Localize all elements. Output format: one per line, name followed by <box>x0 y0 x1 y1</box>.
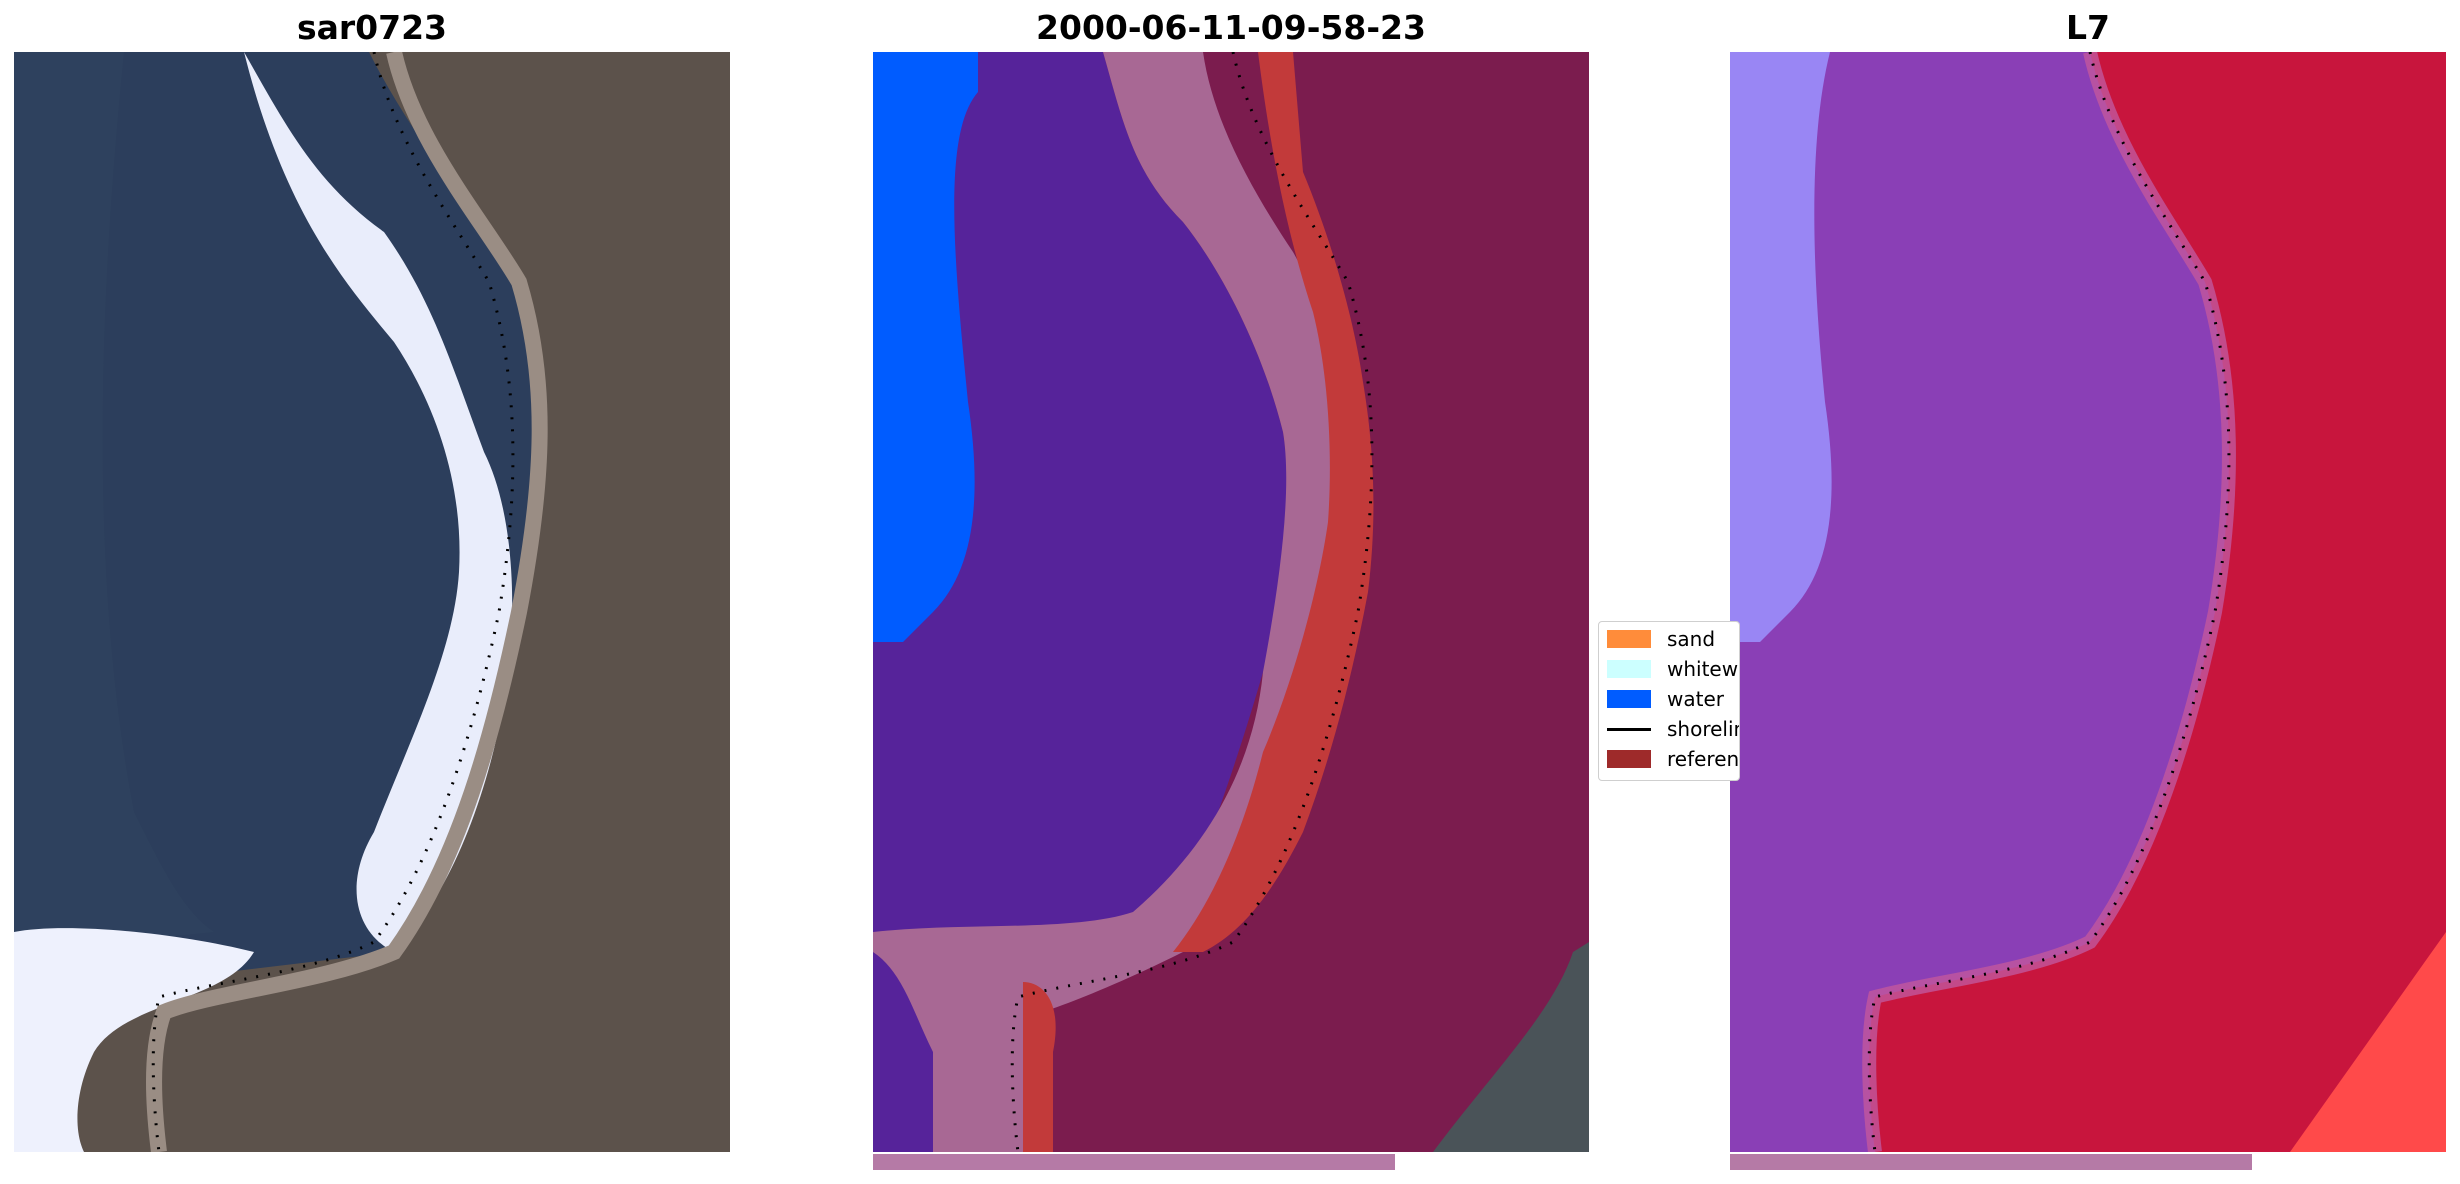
legend-item-sand: sand <box>1607 624 1715 654</box>
legend-item-reference: reference <box>1607 744 1739 774</box>
shoreline-line-swatch <box>1607 727 1651 731</box>
whitewater-swatch <box>1607 660 1651 678</box>
panel-title-rgb: sar0723 <box>296 8 448 47</box>
ndwi-image-panel <box>1730 52 2446 1152</box>
legend-item-whitewater: whitewater <box>1607 654 1739 684</box>
classified-image <box>873 52 1589 1152</box>
ndwi-image <box>1730 52 2446 1152</box>
panel-title-classified: 2000-06-11-09-58-23 <box>1036 8 1426 47</box>
legend: sand whitewater water shoreline referenc… <box>1598 621 1740 781</box>
rgb-image <box>14 52 730 1152</box>
panel2-bottom-strip <box>873 1154 1395 1170</box>
legend-item-water: water <box>1607 684 1724 714</box>
sand-swatch <box>1607 630 1651 648</box>
classified-image-panel <box>873 52 1589 1152</box>
rgb-image-panel <box>14 52 730 1152</box>
reference-swatch <box>1607 750 1651 768</box>
panel-title-ndwi: L7 <box>2066 8 2110 47</box>
legend-item-shoreline: shoreline <box>1607 714 1739 744</box>
water-swatch <box>1607 690 1651 708</box>
panel3-bottom-strip <box>1730 1154 2252 1170</box>
